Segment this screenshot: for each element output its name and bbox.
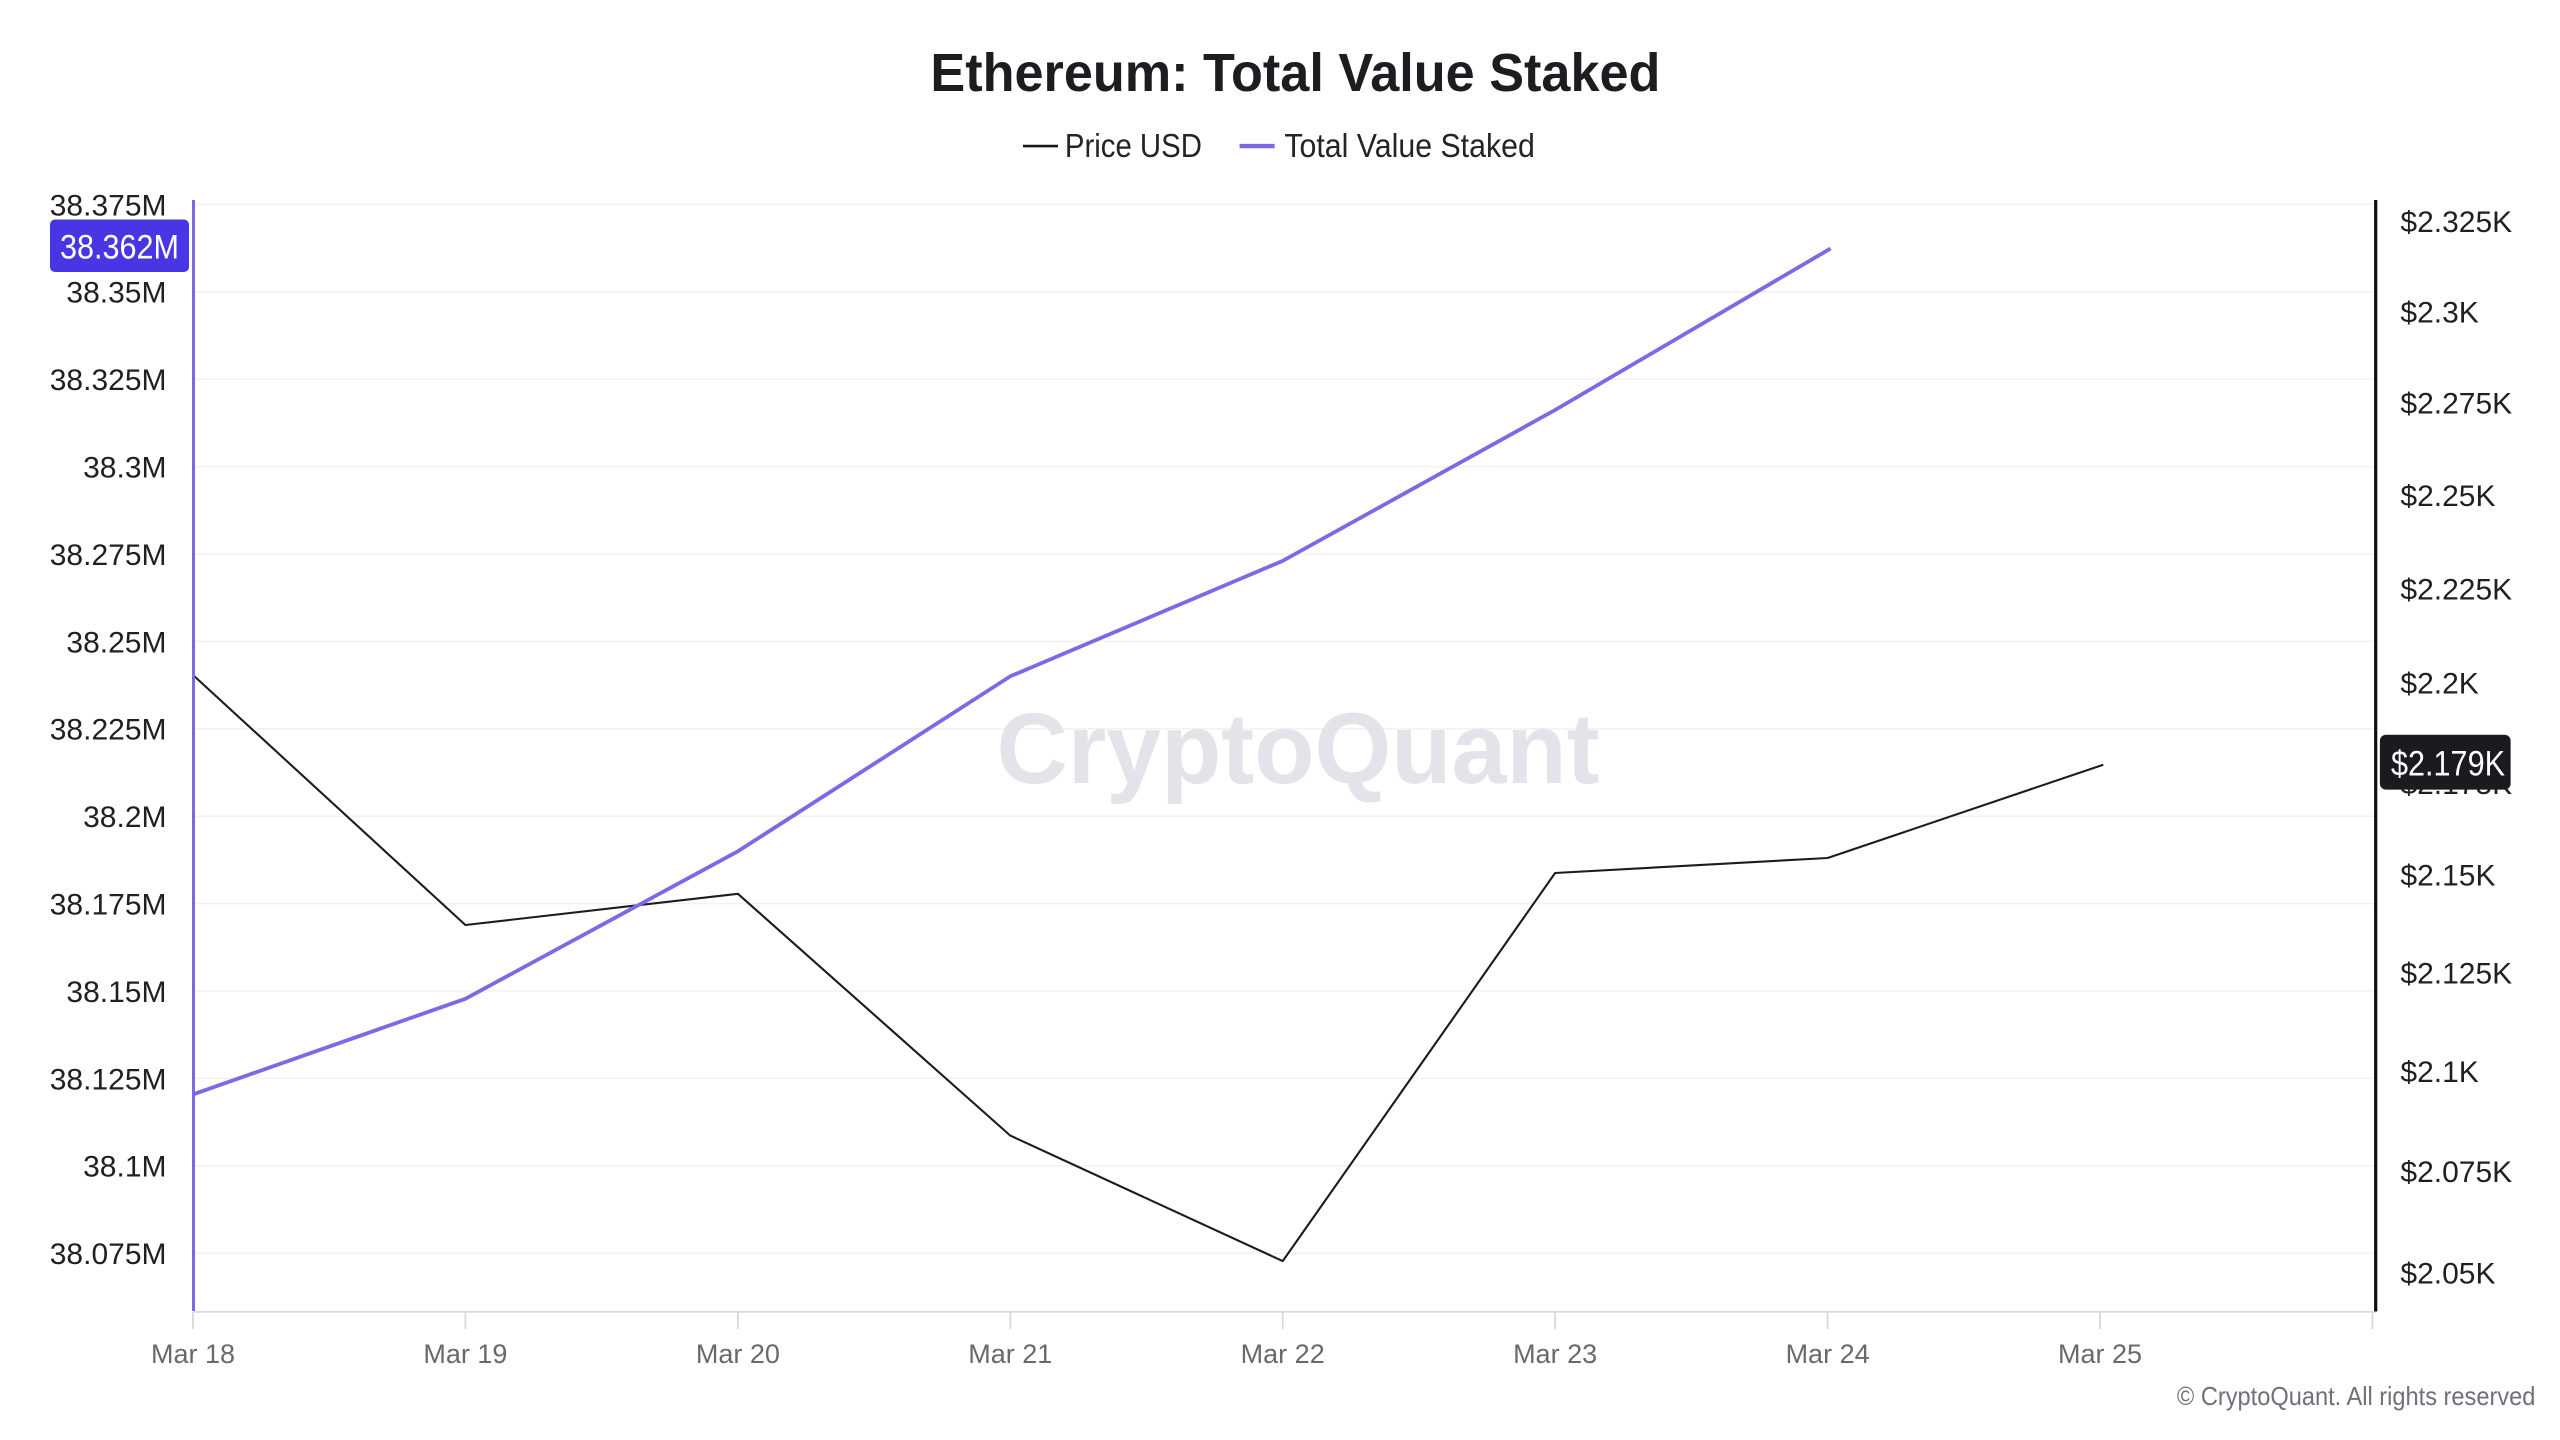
svg-text:38.3M: 38.3M [83, 452, 166, 485]
svg-text:38.275M: 38.275M [50, 539, 167, 572]
svg-text:38.2M: 38.2M [83, 801, 166, 834]
svg-text:$2.25K: $2.25K [2400, 480, 2495, 513]
svg-text:$2.325K: $2.325K [2400, 206, 2512, 239]
svg-text:38.362M: 38.362M [60, 228, 179, 266]
svg-text:38.15M: 38.15M [66, 976, 166, 1009]
svg-text:$2.1K: $2.1K [2400, 1056, 2478, 1089]
svg-text:$2.275K: $2.275K [2400, 388, 2512, 421]
svg-text:38.35M: 38.35M [66, 277, 166, 310]
svg-text:Mar 24: Mar 24 [1786, 1339, 1870, 1369]
svg-text:$2.075K: $2.075K [2400, 1156, 2512, 1189]
svg-text:38.325M: 38.325M [50, 364, 167, 397]
svg-text:$2.05K: $2.05K [2400, 1257, 2495, 1290]
svg-text:38.25M: 38.25M [66, 626, 166, 659]
svg-text:38.1M: 38.1M [83, 1151, 166, 1184]
svg-text:$2.179K: $2.179K [2391, 745, 2505, 784]
svg-text:Ethereum: Total Value Staked: Ethereum: Total Value Staked [930, 43, 1660, 103]
svg-text:Mar 21: Mar 21 [968, 1339, 1052, 1369]
svg-text:Price USD: Price USD [1065, 127, 1202, 164]
svg-text:38.375M: 38.375M [50, 189, 167, 222]
svg-text:Mar 22: Mar 22 [1241, 1339, 1325, 1369]
svg-text:Mar 25: Mar 25 [2058, 1339, 2142, 1369]
svg-text:38.125M: 38.125M [50, 1063, 167, 1096]
svg-text:$2.125K: $2.125K [2400, 957, 2512, 990]
svg-text:CryptoQuant: CryptoQuant [997, 693, 1600, 805]
svg-text:Mar 23: Mar 23 [1513, 1339, 1597, 1369]
svg-text:$2.15K: $2.15K [2400, 860, 2495, 893]
svg-text:$2.2K: $2.2K [2400, 668, 2478, 701]
svg-text:Total Value Staked: Total Value Staked [1284, 127, 1534, 164]
svg-text:© CryptoQuant. All rights rese: © CryptoQuant. All rights reserved [2177, 1381, 2536, 1411]
svg-text:$2.3K: $2.3K [2400, 297, 2478, 330]
svg-text:Mar 20: Mar 20 [696, 1339, 780, 1369]
svg-text:38.175M: 38.175M [50, 889, 167, 922]
svg-text:Mar 18: Mar 18 [151, 1339, 235, 1369]
svg-text:38.225M: 38.225M [50, 714, 167, 747]
svg-text:38.075M: 38.075M [50, 1238, 167, 1271]
svg-text:Mar 19: Mar 19 [423, 1339, 507, 1369]
svg-text:$2.225K: $2.225K [2400, 573, 2512, 606]
